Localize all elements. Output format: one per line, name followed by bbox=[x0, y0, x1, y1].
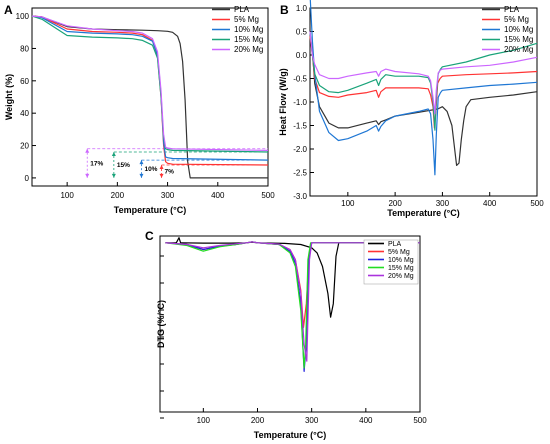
legend-entry: 5% Mg bbox=[504, 15, 529, 24]
legend-entry: 5% Mg bbox=[388, 249, 410, 256]
x-tick-label: 300 bbox=[305, 416, 319, 425]
x-axis-title: Temperature (°C) bbox=[254, 430, 326, 440]
x-tick-label: 300 bbox=[161, 191, 175, 200]
series-line-15-mg bbox=[31, 15, 269, 153]
y-tick-label: 1.0 bbox=[296, 4, 308, 13]
residue-arrow-head bbox=[159, 164, 164, 178]
panel-letter: A bbox=[4, 3, 13, 17]
legend-entry: 15% Mg bbox=[504, 35, 533, 44]
y-tick-label: 40 bbox=[20, 109, 29, 118]
plot-frame bbox=[159, 235, 421, 413]
legend-entry: 20% Mg bbox=[388, 273, 414, 280]
series-line-pla bbox=[165, 237, 420, 318]
y-tick-label: 100 bbox=[16, 12, 30, 21]
x-tick-label: 400 bbox=[211, 191, 225, 200]
y-tick-label: 60 bbox=[20, 77, 29, 86]
residue-label: 15% bbox=[117, 162, 130, 169]
residue-label: 17% bbox=[90, 160, 103, 167]
panel-letter: C bbox=[145, 229, 154, 243]
legend-entry: PLA bbox=[504, 5, 520, 14]
series-line-10-mg bbox=[309, 0, 538, 176]
legend-entry: PLA bbox=[234, 5, 250, 14]
legend-entry: 10% Mg bbox=[388, 257, 414, 264]
series-line-5-mg bbox=[31, 15, 269, 166]
x-tick-label: 100 bbox=[341, 199, 355, 208]
panel-letter: B bbox=[280, 3, 289, 17]
x-tick-label: 100 bbox=[197, 416, 211, 425]
legend-entry: 5% Mg bbox=[234, 15, 259, 24]
x-axis-title: Temperature (°C) bbox=[114, 205, 186, 215]
x-tick-label: 400 bbox=[359, 416, 373, 425]
legend-entry: 20% Mg bbox=[504, 45, 533, 54]
residue-arrow-head bbox=[139, 160, 144, 178]
series-line-15-mg bbox=[309, 31, 538, 131]
series-line-15-mg bbox=[165, 241, 420, 369]
x-axis-title: Temperature (°C) bbox=[387, 208, 459, 218]
plot-frame bbox=[309, 7, 538, 197]
y-axis-title: DTG (%/°C) bbox=[156, 300, 166, 348]
y-tick-label: -0.5 bbox=[293, 75, 307, 84]
x-tick-label: 200 bbox=[111, 191, 125, 200]
legend-entry: 10% Mg bbox=[234, 25, 263, 34]
y-tick-label: -2.0 bbox=[293, 145, 307, 154]
residue-label: 7% bbox=[165, 168, 175, 175]
x-tick-label: 200 bbox=[251, 416, 265, 425]
y-tick-label: -1.0 bbox=[293, 98, 307, 107]
y-axis-title: Weight (%) bbox=[4, 74, 14, 120]
y-tick-label: 0.5 bbox=[296, 28, 308, 37]
series-line-20-mg bbox=[309, 31, 538, 115]
x-tick-label: 200 bbox=[388, 199, 402, 208]
y-tick-label: -1.5 bbox=[293, 122, 307, 131]
x-tick-label: 500 bbox=[413, 416, 427, 425]
x-tick-label: 300 bbox=[436, 199, 450, 208]
legend-entry: 15% Mg bbox=[388, 265, 414, 272]
panel-b-dsc: B 100 200 300 400 500 -3.0 -2.5 -2.0 -1.5 -1.0 -0.5… bbox=[278, 0, 544, 218]
y-tick-label: -2.5 bbox=[293, 169, 307, 178]
series-line-10-mg bbox=[31, 15, 269, 161]
series-line-pla bbox=[309, 36, 538, 166]
panel-c-dtg: C 100 200 300 400 500 Temperature (°C) DTG (%/°… bbox=[145, 229, 427, 440]
residue-label: 10% bbox=[144, 166, 157, 173]
x-tick-label: 100 bbox=[60, 191, 74, 200]
x-tick-label: 500 bbox=[530, 199, 544, 208]
y-tick-label: 0.0 bbox=[296, 51, 308, 60]
y-tick-label: 80 bbox=[20, 44, 29, 53]
plot-frame bbox=[31, 7, 269, 187]
y-tick-label: -3.0 bbox=[293, 192, 307, 201]
legend-box bbox=[363, 239, 419, 285]
legend-entry: PLA bbox=[388, 241, 402, 248]
x-tick-label: 400 bbox=[483, 199, 497, 208]
legend-entry: 15% Mg bbox=[234, 35, 263, 44]
y-tick-label: 0 bbox=[25, 174, 30, 183]
legend-entry: 20% Mg bbox=[234, 45, 263, 54]
series-line-5-mg bbox=[309, 36, 538, 129]
y-axis-title: Heat Flow (W/g) bbox=[278, 68, 288, 136]
y-tick-label: 20 bbox=[20, 142, 29, 151]
series-line-20-mg bbox=[31, 15, 269, 151]
legend-entry: 10% Mg bbox=[504, 25, 533, 34]
x-tick-label: 500 bbox=[261, 191, 275, 200]
series-line-20-mg bbox=[165, 241, 420, 362]
